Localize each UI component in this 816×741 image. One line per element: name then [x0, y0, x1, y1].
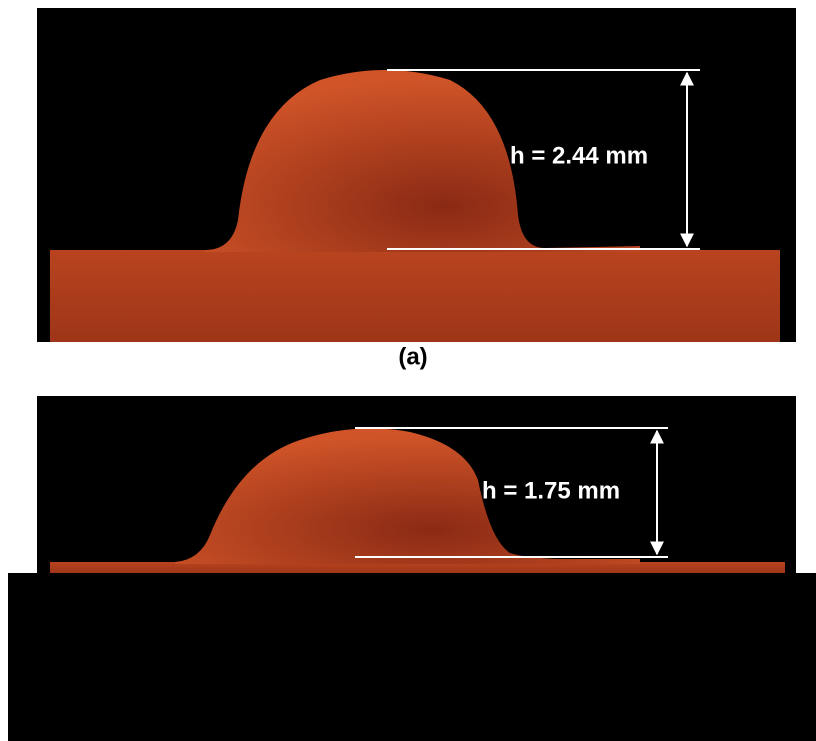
panel-label: (a): [398, 343, 427, 370]
measurement-label: h = 2.44 mm: [510, 142, 648, 169]
substrate: [50, 250, 780, 342]
panel-a: h = 2.44 mm: [37, 8, 796, 342]
figure: h = 2.44 mm (a) h = 1.75 mm: [0, 0, 816, 741]
measurement-label: h = 1.75 mm: [482, 477, 620, 504]
panel-b: h = 1.75 mm: [37, 396, 796, 573]
blank-region: [8, 573, 816, 741]
page: {"panels": [{"measurement": "h = 2.44 mm…: [0, 0, 816, 741]
